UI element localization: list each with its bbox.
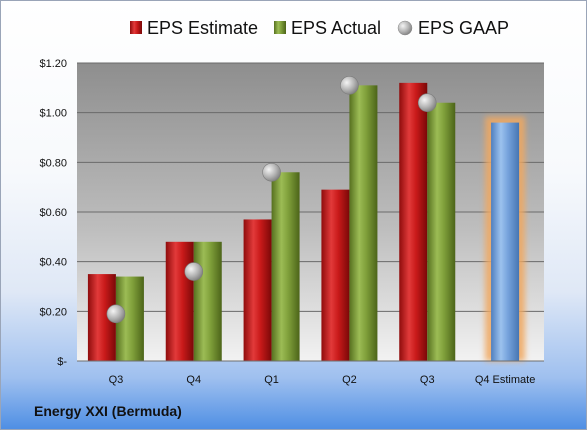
bar-eps-actual	[427, 102, 456, 361]
gaap-markers	[106, 76, 437, 324]
x-axis-tick-labels: Q3 Q4 Q1 Q2 Q3 Q4 Estimate	[109, 374, 536, 386]
legend-label-eps-gaap: EPS GAAP	[418, 18, 509, 38]
marker-eps-gaap	[417, 93, 437, 113]
legend-label-eps-estimate: EPS Estimate	[147, 18, 258, 38]
bar-eps-estimate	[243, 219, 272, 361]
y-tick-label: $-	[57, 356, 67, 368]
y-axis-tick-labels: $- $0.20 $0.40 $0.60 $0.80 $1.00 $1.20	[39, 58, 67, 368]
bar-eps-estimate	[321, 189, 350, 361]
x-tick-label: Q4 Estimate	[475, 374, 536, 386]
bar-q4-estimate	[491, 122, 520, 361]
x-tick-label: Q3	[420, 374, 435, 386]
legend-item-eps-gaap: EPS GAAP	[397, 18, 509, 38]
marker-eps-gaap	[106, 304, 126, 324]
company-name: Energy XXI (Bermuda)	[34, 403, 182, 419]
legend-item-eps-estimate: EPS Estimate	[130, 18, 258, 38]
bar-eps-estimate	[165, 241, 194, 361]
gridlines	[77, 62, 544, 312]
x-tick-label: Q3	[109, 374, 124, 386]
marker-eps-gaap	[340, 76, 359, 95]
bar-eps-actual	[271, 172, 300, 361]
legend-swatch-eps-estimate	[130, 21, 142, 34]
y-tick-label: $0.20	[39, 306, 67, 318]
legend: EPS Estimate EPS Actual EPS GAAP	[130, 18, 509, 38]
y-tick-label: $0.80	[39, 157, 67, 169]
x-tick-label: Q4	[186, 374, 201, 386]
bar-eps-actual	[193, 241, 222, 361]
x-tick-label: Q2	[342, 374, 357, 386]
y-tick-label: $0.60	[39, 207, 67, 219]
legend-item-eps-actual: EPS Actual	[274, 18, 381, 38]
marker-eps-gaap	[262, 162, 281, 182]
x-tick-label: Q1	[264, 374, 279, 386]
bar-eps-actual	[349, 85, 378, 361]
y-tick-label: $1.00	[39, 108, 67, 120]
legend-label-eps-actual: EPS Actual	[291, 18, 381, 38]
legend-swatch-eps-actual	[274, 21, 286, 34]
legend-swatch-eps-gaap	[397, 20, 413, 36]
marker-eps-gaap	[184, 262, 204, 281]
bar-eps-estimate	[399, 82, 428, 361]
y-tick-label: $1.20	[39, 58, 67, 70]
y-tick-label: $0.40	[39, 257, 67, 269]
